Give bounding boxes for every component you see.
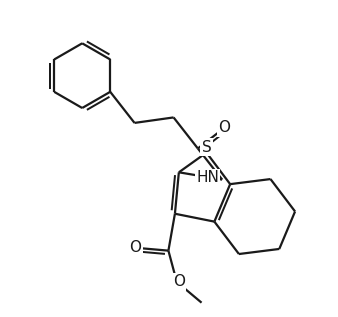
Text: S: S <box>201 139 211 155</box>
Text: HN: HN <box>196 170 219 185</box>
Text: O: O <box>129 240 141 255</box>
Text: O: O <box>218 120 230 135</box>
Text: O: O <box>173 275 185 289</box>
